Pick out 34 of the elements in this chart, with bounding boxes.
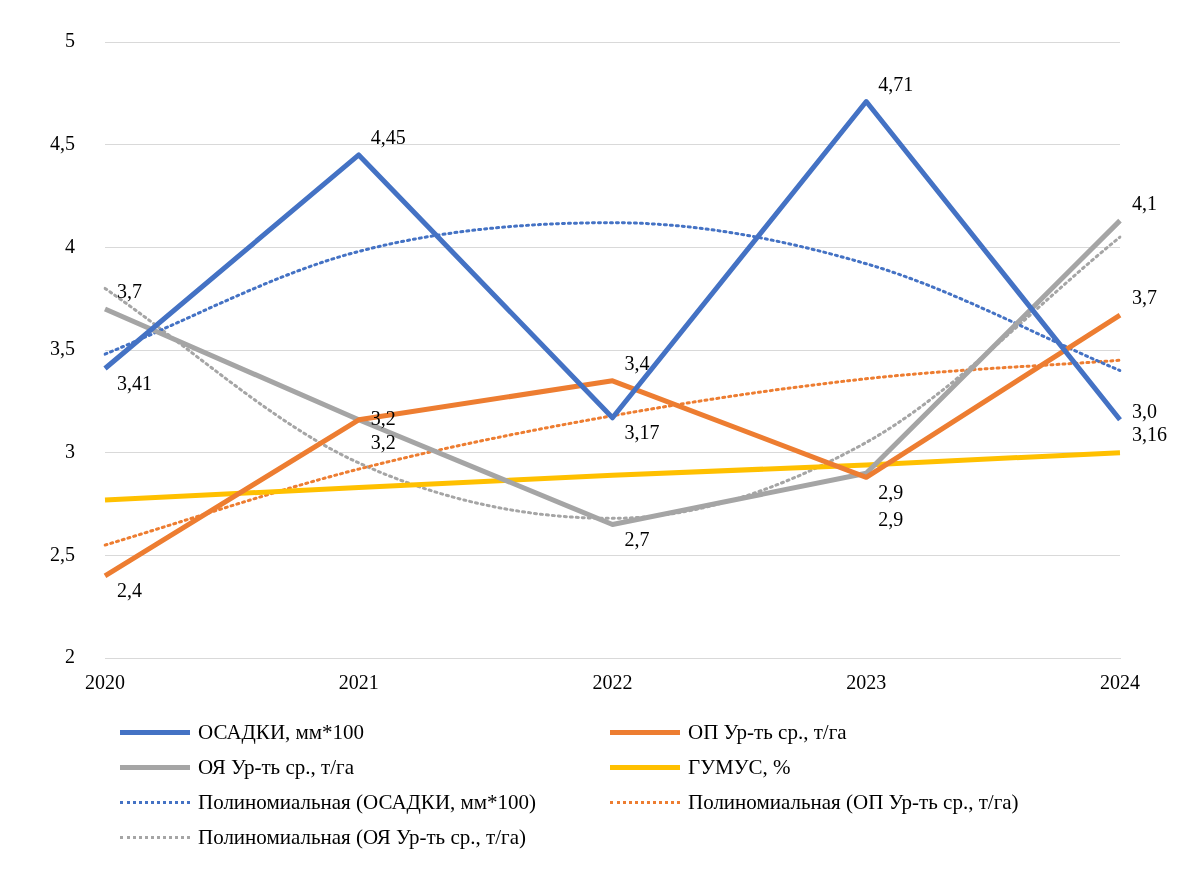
- data-label: 3,41: [117, 371, 152, 394]
- legend-label: Полиномиальная (ОСАДКИ, мм*100): [198, 790, 537, 815]
- x-tick-label: 2024: [1100, 671, 1140, 694]
- y-tick-label: 2,5: [50, 542, 75, 565]
- data-label: 4,1: [1132, 191, 1157, 214]
- data-label: 3,16: [1132, 423, 1167, 446]
- data-label: 4,71: [878, 72, 914, 95]
- legend-label: ГУМУС, %: [688, 755, 791, 780]
- y-tick-label: 4,5: [50, 131, 75, 154]
- x-tick-label: 2023: [846, 671, 887, 694]
- data-label: 3,7: [1132, 286, 1157, 309]
- legend-label: ОП Ур-ть ср., т/га: [688, 720, 847, 745]
- y-tick-label: 3: [65, 439, 75, 462]
- y-tick-label: 2: [65, 645, 75, 668]
- legend-label: Полиномиальная (ОЯ Ур-ть ср., т/га): [198, 825, 526, 850]
- x-tick-label: 2022: [592, 671, 633, 694]
- y-tick-label: 3,5: [50, 337, 75, 360]
- data-label: 3,17: [624, 421, 660, 444]
- y-tick-label: 5: [65, 29, 75, 52]
- legend-label: ОСАДКИ, мм*100: [198, 720, 365, 745]
- data-label: 2,7: [624, 527, 650, 550]
- data-label: 2,4: [117, 579, 142, 602]
- legend-label: Полиномиальная (ОП Ур-ть ср., т/га): [688, 790, 1019, 815]
- y-tick-label: 4: [65, 234, 75, 257]
- legend-label: ОЯ Ур-ть ср., т/га: [198, 755, 354, 780]
- data-label: 3,4: [624, 352, 650, 375]
- x-tick-label: 2021: [338, 671, 379, 694]
- data-label: 3,0: [1132, 399, 1157, 422]
- data-label: 2,9: [878, 480, 904, 503]
- data-label: 2,9: [878, 508, 904, 531]
- x-tick-label: 2020: [85, 671, 125, 694]
- data-label: 3,2: [370, 431, 396, 454]
- data-label: 4,45: [370, 126, 406, 149]
- data-label: 3,7: [117, 280, 142, 303]
